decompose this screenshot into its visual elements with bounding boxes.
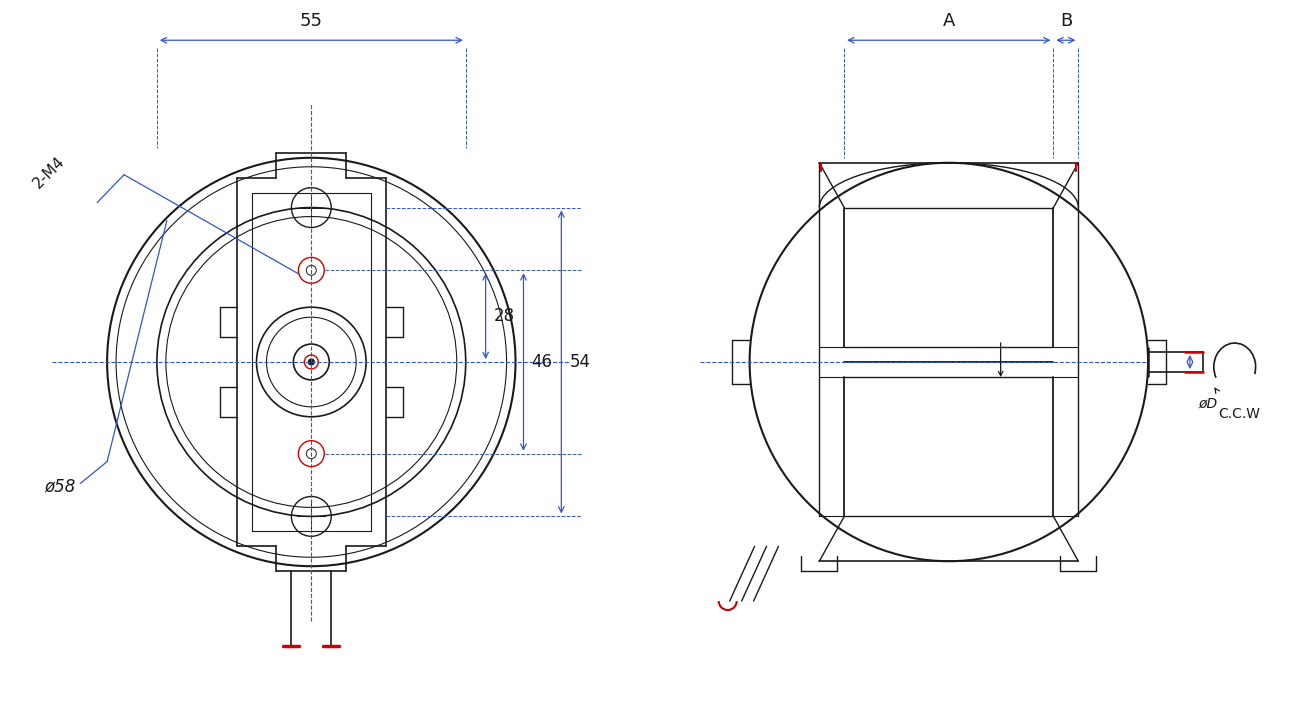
Text: 2-M4: 2-M4	[30, 153, 68, 191]
Text: 54: 54	[569, 353, 590, 371]
Text: 46: 46	[532, 353, 552, 371]
Text: 55: 55	[300, 12, 322, 30]
Text: C.C.W: C.C.W	[1218, 407, 1260, 421]
Text: 28: 28	[494, 307, 515, 326]
Text: ø58: ø58	[44, 478, 75, 495]
Text: A: A	[942, 12, 956, 30]
Text: B: B	[1060, 12, 1072, 30]
Circle shape	[308, 359, 315, 365]
Text: øD: øD	[1197, 397, 1217, 411]
